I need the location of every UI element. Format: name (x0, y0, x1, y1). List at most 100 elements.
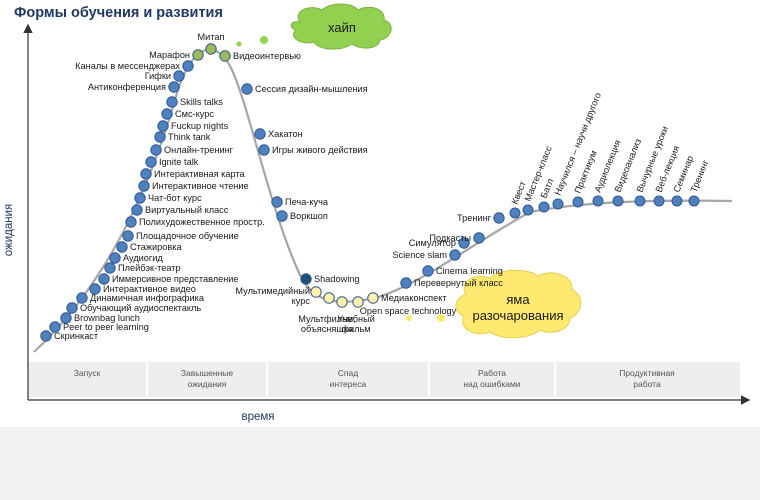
diagram-canvas: Формы обучения и развития Запуск Завышен… (3, 3, 751, 423)
point-marker (671, 195, 683, 207)
stage-fixing-label-1: Работа (478, 368, 506, 378)
point-marker (122, 230, 134, 242)
point-marker (552, 198, 564, 210)
point-marker (40, 330, 52, 342)
point-label: Аудиогид (123, 253, 163, 263)
point-label: Fuckup nights (171, 121, 229, 131)
point-marker (116, 241, 128, 253)
point-marker (150, 144, 162, 156)
stage-productive-label-2: работа (633, 379, 661, 389)
point-marker (140, 168, 152, 180)
hype-cloud-label: хайп (328, 20, 356, 35)
point-label: Сессия дизайн-мышления (255, 84, 368, 94)
point-marker (367, 292, 379, 304)
point-marker (592, 195, 604, 207)
point-marker (258, 144, 270, 156)
point-marker (138, 180, 150, 192)
point-marker (166, 96, 178, 108)
point-label: Скринкаст (54, 331, 99, 341)
point-label: Мультимедийный курс (235, 286, 310, 306)
point-marker (49, 321, 61, 333)
point-marker (192, 49, 204, 61)
point-label: Стажировка (130, 242, 182, 252)
point-marker (522, 204, 534, 216)
point-label: Медиаконспект (381, 293, 447, 303)
point-marker (449, 249, 461, 261)
point-marker (653, 195, 665, 207)
point-label: Science slam (392, 250, 447, 260)
point-marker (634, 195, 646, 207)
point-marker (400, 277, 412, 289)
point-label: Cinema learning (436, 266, 503, 276)
point-marker (509, 207, 521, 219)
point-marker (352, 296, 364, 308)
point-marker (276, 210, 288, 222)
point-label: Митап (198, 32, 225, 42)
pit-cloud-label-1: яма (506, 292, 530, 307)
point-marker (98, 273, 110, 285)
point-marker (134, 192, 146, 204)
point-marker (572, 196, 584, 208)
point-label: Каналы в мессенджерах (75, 61, 180, 71)
point-marker (131, 204, 143, 216)
point-label: Перевернутый класс (414, 278, 503, 288)
stage-fixing-label-2: над ошибками (463, 379, 520, 389)
point-label: Площадочное обучение (136, 231, 239, 241)
point-label: Мультфильм, объясняшка (298, 314, 356, 334)
point-label: Тренинг (457, 213, 492, 223)
point-label: Симулятор (409, 238, 456, 248)
page-title: Формы обучения и развития (14, 5, 223, 21)
point-label: Печа-куча (285, 197, 329, 207)
point-marker (168, 81, 180, 93)
point-label: Обучающий аудиоспектакль (80, 303, 201, 313)
stage-inflated-label-2: ожидания (188, 379, 227, 389)
point-label: Иммерсивное представление (112, 274, 239, 284)
point-marker (422, 265, 434, 277)
point-marker (241, 83, 253, 95)
point-label: Think tank (168, 132, 211, 142)
x-axis-label: время (241, 411, 274, 423)
point-label: Интерактивное видео (103, 284, 196, 294)
point-marker (173, 70, 185, 82)
point-label: Учебный фильм (337, 314, 375, 334)
point-label: Ignite talk (159, 157, 199, 167)
point-marker (109, 252, 121, 264)
point-label: Марафон (149, 50, 190, 60)
point-marker (254, 128, 266, 140)
point-marker (323, 292, 335, 304)
point-label: Полихудожественное простр. (139, 217, 265, 227)
point-marker (205, 43, 217, 55)
point-label: Хакатон (268, 129, 303, 139)
point-label: Skills talks (180, 97, 223, 107)
point-label: Интерактивная карта (154, 169, 246, 179)
point-marker (60, 312, 72, 324)
point-marker (271, 196, 283, 208)
y-axis-label: ожидания (3, 204, 15, 257)
stage-launch-label: Запуск (74, 368, 101, 378)
point-label: Воркшоп (290, 211, 328, 221)
point-label: Батл (539, 177, 556, 200)
point-marker (76, 292, 88, 304)
point-marker (300, 273, 312, 285)
point-marker (125, 216, 137, 228)
point-marker (612, 195, 624, 207)
stage-decline-label-1: Спад (338, 368, 358, 378)
point-marker (458, 237, 470, 249)
point-marker (161, 108, 173, 120)
point-label: Гифки (145, 71, 171, 81)
point-label: Подкасты (429, 233, 471, 243)
disillusionment-cloud: яма разочарования (406, 269, 582, 339)
point-marker (182, 60, 194, 72)
stage-inflated-label-1: Завышенные (181, 368, 234, 378)
point-label: Видеоинтервью (233, 51, 301, 61)
point-label: Онлайн-тренинг (164, 145, 234, 155)
point-label: Open space technology (360, 306, 457, 316)
hype-cloud: хайп (236, 3, 392, 50)
point-label: Brownbag lunch (74, 313, 140, 323)
point-marker (154, 131, 166, 143)
point-marker (89, 283, 101, 295)
stage-productive-label-1: Продуктивная (619, 368, 675, 378)
point-label: Виртуальный класс (145, 205, 229, 215)
